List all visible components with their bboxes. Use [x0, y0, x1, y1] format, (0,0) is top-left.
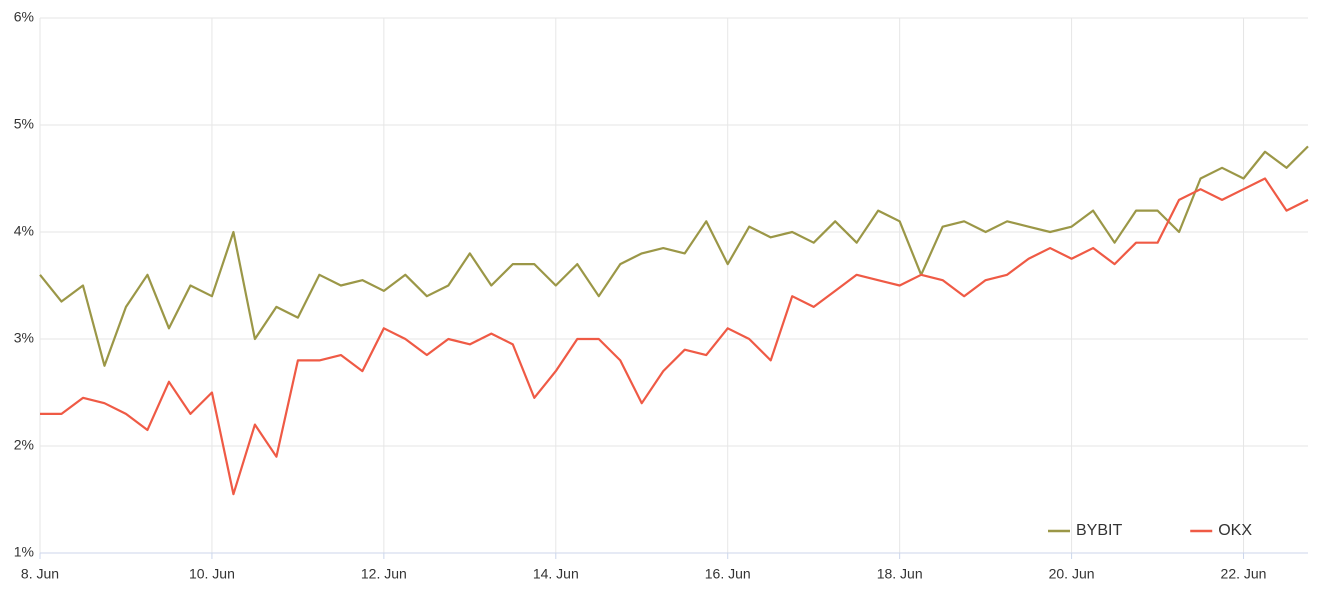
- x-tick-label: 10. Jun: [189, 566, 235, 582]
- series-line: [40, 177, 1309, 496]
- series-line: [39, 145, 1309, 367]
- legend-label: OKX: [1218, 522, 1252, 539]
- y-tick-label: 2%: [14, 437, 34, 453]
- x-tick-label: 22. Jun: [1221, 566, 1267, 582]
- y-tick-label: 5%: [14, 116, 34, 132]
- x-tick-label: 12. Jun: [361, 566, 407, 582]
- x-tick-label: 14. Jun: [533, 566, 579, 582]
- y-tick-label: 1%: [14, 544, 34, 560]
- x-tick-label: 20. Jun: [1049, 566, 1095, 582]
- y-tick-label: 3%: [14, 330, 34, 346]
- y-tick-label: 4%: [14, 223, 34, 239]
- y-tick-label: 6%: [14, 9, 34, 25]
- x-tick-label: 18. Jun: [877, 566, 923, 582]
- legend-label: BYBIT: [1076, 522, 1122, 539]
- x-tick-label: 16. Jun: [705, 566, 751, 582]
- x-tick-label: 8. Jun: [21, 566, 59, 582]
